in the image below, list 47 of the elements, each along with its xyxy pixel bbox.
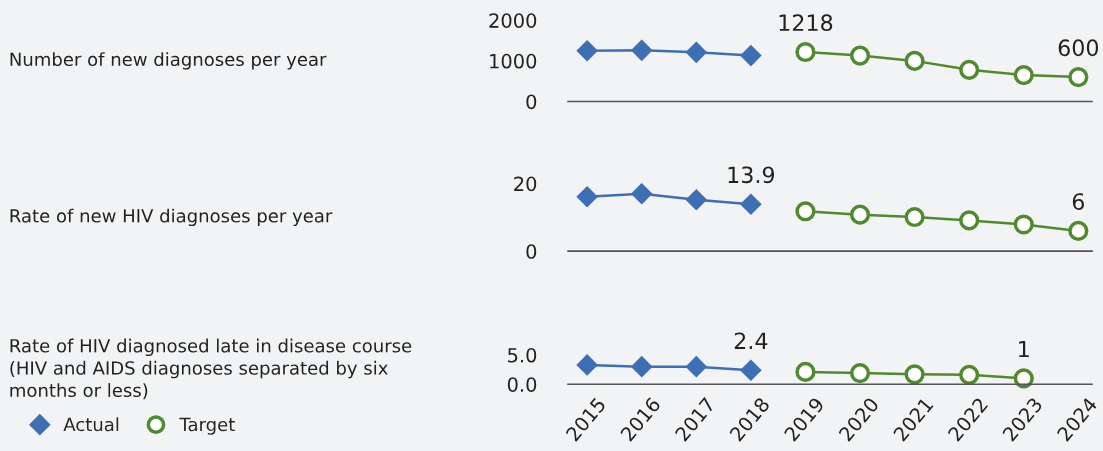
point <box>630 182 653 205</box>
legend-label: Target <box>179 417 235 435</box>
data-label: 2.4 <box>734 332 768 349</box>
point <box>849 45 871 66</box>
point <box>630 355 653 378</box>
point <box>1013 368 1034 389</box>
y-tick-label: 20 <box>514 176 537 192</box>
point <box>685 355 708 378</box>
point <box>959 364 980 385</box>
data-label: 13.9 <box>728 166 775 184</box>
point <box>740 193 762 215</box>
point <box>904 206 925 228</box>
point <box>1013 65 1034 86</box>
y-tick-label: 2000 <box>489 13 537 28</box>
point <box>1013 214 1034 235</box>
point <box>1068 220 1089 241</box>
point <box>1068 67 1089 88</box>
point <box>904 50 925 71</box>
point <box>849 204 871 225</box>
data-label: 1218 <box>779 14 833 32</box>
point <box>576 354 598 376</box>
point <box>959 59 980 80</box>
data-label: 600 <box>1058 39 1099 57</box>
point <box>740 44 762 67</box>
y-tick-label: 0 <box>526 244 537 259</box>
point <box>904 364 925 385</box>
point <box>576 39 598 62</box>
point <box>630 39 653 62</box>
point <box>685 41 708 64</box>
y-tick-label: 0 <box>526 94 537 110</box>
point <box>849 363 871 384</box>
point <box>795 201 816 222</box>
data-label: 1 <box>1019 340 1029 358</box>
point <box>685 188 708 211</box>
point <box>740 359 762 381</box>
point <box>959 210 980 231</box>
y-tick-label: 1000 <box>490 53 537 69</box>
y-axis-title: Number of new diagnoses per year <box>10 52 327 70</box>
point <box>795 41 816 63</box>
y-axis-title: Rate of new HIV diagnoses per year <box>10 208 333 227</box>
y-tick-label: 0.0 <box>507 377 537 392</box>
y-axis-title: Rate of HIV diagnosed late in disease course (HIV and AIDS diagnoses separated by six months or less) <box>10 338 412 400</box>
y-tick-label: 5.0 <box>508 347 537 363</box>
data-label: 6 <box>1072 193 1084 210</box>
legend-label: Actual <box>63 417 119 432</box>
point <box>795 361 816 383</box>
point <box>576 185 598 208</box>
